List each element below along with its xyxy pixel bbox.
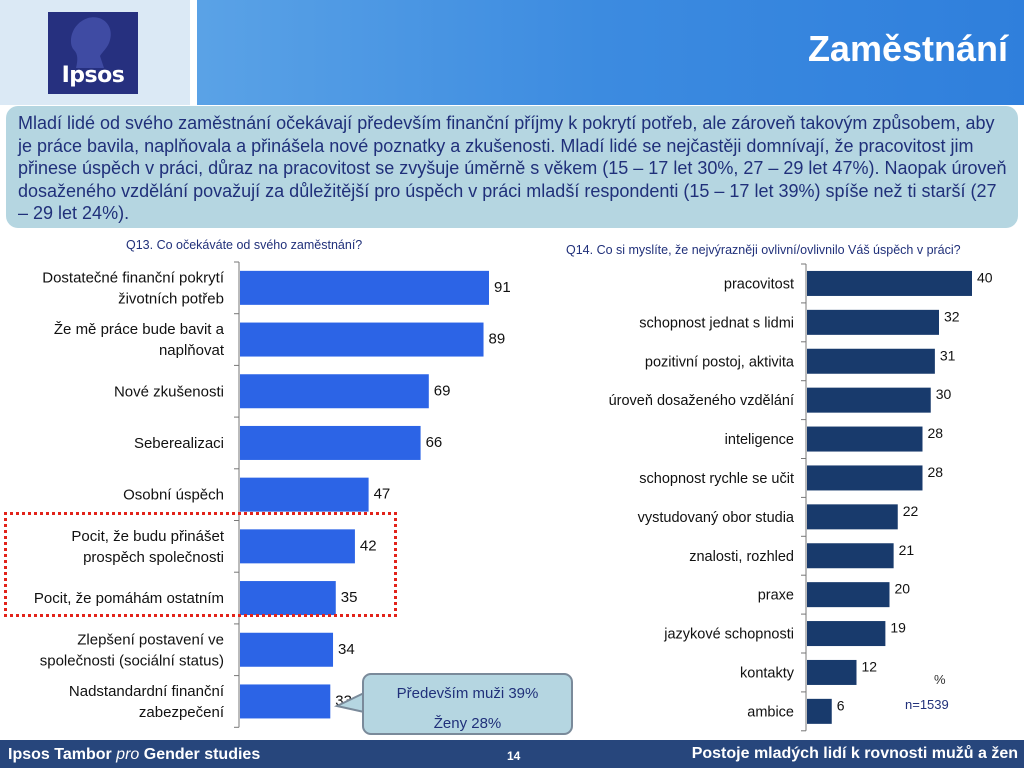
q13-value-label: 89 xyxy=(489,331,506,348)
q14-bar xyxy=(807,659,857,685)
q13-category-label: Nadstandardní finanční xyxy=(69,683,225,700)
q14-category-label: pozitivní postoj, aktivita xyxy=(645,354,795,370)
q13-category-label: naplňovat xyxy=(159,342,225,359)
q14-value-label: 19 xyxy=(890,620,906,636)
header-divider xyxy=(190,0,197,105)
ipsos-logo: Ipsos xyxy=(48,12,138,94)
chart-title-q14: Q14. Co si myslíte, že nejvýrazněji ovli… xyxy=(566,243,961,257)
q13-bar xyxy=(240,477,369,512)
q14-bar xyxy=(807,387,931,413)
q14-bar xyxy=(807,465,923,491)
logo-panel: Ipsos xyxy=(0,0,190,105)
q14-value-label: 20 xyxy=(895,581,911,597)
q13-value-label: 47 xyxy=(374,486,391,503)
callout-box: Především muži 39% Ženy 28% xyxy=(362,673,573,735)
callout-line-1: Především muži 39% xyxy=(396,685,539,702)
q13-category-label: Zlepšení postavení ve xyxy=(77,631,224,648)
q13-bar xyxy=(240,425,421,460)
q14-category-label: praxe xyxy=(758,588,794,604)
q13-value-label: 42 xyxy=(360,537,377,554)
page-title: Zaměstnání xyxy=(807,28,1008,69)
q13-category-label: Dostatečné finanční pokrytí xyxy=(42,269,225,286)
summary-box: Mladí lidé od svého zaměstnání očekávají… xyxy=(6,106,1018,228)
q13-value-label: 34 xyxy=(338,641,355,658)
highlight-frame xyxy=(4,512,397,617)
q13-bar xyxy=(240,270,489,305)
q13-category-label: zabezpečení xyxy=(139,704,225,721)
q13-bar xyxy=(240,374,429,409)
footer-left-text: Ipsos Tambor pro Gender studies xyxy=(8,746,260,764)
q14-bar xyxy=(807,543,894,569)
page-number: 14 xyxy=(507,749,521,763)
q14-bar xyxy=(807,504,898,530)
q13-category-label: Seberealizaci xyxy=(134,435,224,452)
q13-category-label: prospěch společnosti xyxy=(83,549,224,566)
q13-value-label: 69 xyxy=(434,382,451,399)
logo-text: Ipsos xyxy=(61,63,125,88)
q14-value-label: 28 xyxy=(928,425,944,441)
q14-value-label: 12 xyxy=(862,658,878,674)
q14-bar xyxy=(807,582,890,608)
q13-category-label: Že mě práce bude bavit a xyxy=(54,321,225,338)
q14-value-label: 22 xyxy=(903,503,919,519)
q13-bar xyxy=(240,322,484,357)
q14-value-label: 30 xyxy=(936,386,952,402)
footer-brand: Ipsos Tambor xyxy=(8,746,117,763)
q14-value-label: 31 xyxy=(940,347,956,363)
q14-category-label: inteligence xyxy=(725,432,794,448)
footer-client: Gender studies xyxy=(139,746,261,763)
q14-bar xyxy=(807,621,886,647)
q14-category-label: pracovitost xyxy=(724,276,794,292)
q14-value-label: 40 xyxy=(977,269,993,285)
q13-category-label: Pocit, že pomáhám ostatním xyxy=(34,590,224,607)
q14-bar xyxy=(807,309,939,335)
q14-bar xyxy=(807,698,832,724)
q14-category-label: schopnost jednat s lidmi xyxy=(639,315,794,331)
q13-category-label: Osobní úspěch xyxy=(123,487,224,504)
q13-bar xyxy=(240,581,336,616)
q14-value-label: 32 xyxy=(944,308,960,324)
q14-category-label: schopnost rychle se učit xyxy=(639,471,794,487)
q14-bar xyxy=(807,270,972,296)
q14-category-label: ambice xyxy=(747,704,794,720)
q13-category-label: Nové zkušenosti xyxy=(114,383,224,400)
unit-note: % xyxy=(934,672,946,687)
q13-bar xyxy=(240,684,331,719)
footer-bar: Ipsos Tambor pro Gender studies 14 Posto… xyxy=(0,740,1024,768)
q13-bar xyxy=(240,632,334,667)
q13-value-label: 35 xyxy=(341,589,358,606)
q13-category-label: společnosti (sociální status) xyxy=(40,652,224,669)
footer-pro: pro xyxy=(116,746,140,763)
q13-value-label: 66 xyxy=(426,434,443,451)
sample-size-note: n=1539 xyxy=(905,697,949,712)
chart-title-q13: Q13. Co očekáváte od svého zaměstnání? xyxy=(126,238,363,252)
head-silhouette-icon xyxy=(70,17,111,68)
q14-bar xyxy=(807,426,923,452)
summary-text: Mladí lidé od svého zaměstnání očekávají… xyxy=(18,113,1007,224)
q14-value-label: 6 xyxy=(837,697,845,713)
q14-value-label: 28 xyxy=(928,464,944,480)
q14-category-label: vystudovaný obor studia xyxy=(638,510,795,526)
q14-value-label: 21 xyxy=(899,542,915,558)
q14-category-label: znalosti, rozhled xyxy=(689,549,794,565)
q14-category-label: úroveň dosaženého vzdělání xyxy=(609,393,794,409)
q13-bar xyxy=(240,529,355,564)
q13-value-label: 91 xyxy=(494,279,511,296)
callout-line-2: Ženy 28% xyxy=(433,715,502,732)
footer-right-text: Postoje mladých lidí k rovnosti mužů a ž… xyxy=(691,745,1018,762)
q14-bar xyxy=(807,348,935,374)
q13-category-label: životních potřeb xyxy=(118,290,224,307)
q14-category-label: kontakty xyxy=(740,665,795,681)
q13-category-label: Pocit, že budu přinášet xyxy=(71,528,224,545)
q14-category-label: jazykové schopnosti xyxy=(663,627,794,643)
header-banner: Ipsos Zaměstnání xyxy=(0,0,1024,105)
